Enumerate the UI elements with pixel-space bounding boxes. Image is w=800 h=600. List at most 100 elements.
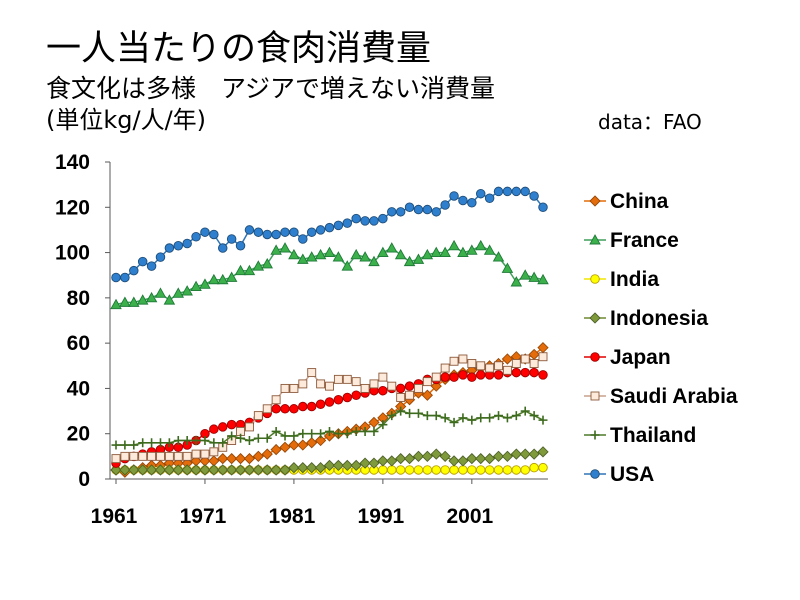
y-axis-unit-label: (単位kg/人/年) [46, 106, 207, 134]
x-tick-label: 1991 [358, 505, 405, 528]
data-point-china [226, 452, 238, 465]
data-point-india [511, 465, 522, 475]
data-point-japan [271, 404, 281, 414]
data-point-usa [280, 227, 290, 237]
data-point-thailand [271, 426, 281, 436]
data-point-indonesia [448, 455, 460, 467]
data-point-indonesia [297, 462, 309, 474]
data-point-indonesia [421, 450, 433, 462]
data-point-saudi-arabia [244, 422, 254, 432]
data-point-indonesia [314, 462, 327, 474]
data-point-indonesia [288, 462, 300, 474]
data-point-indonesia [483, 452, 496, 465]
data-point-saudi-arabia [120, 451, 130, 461]
data-point-india [458, 465, 468, 475]
data-point-saudi-arabia [316, 379, 326, 389]
data-point-india [538, 462, 548, 473]
data-point-france [190, 280, 202, 291]
data-point-usa [324, 222, 335, 233]
data-point-indonesia [163, 464, 176, 476]
data-point-saudi-arabia [422, 377, 432, 387]
legend-item-india: India [584, 268, 659, 291]
legend-item-japan: Japan [584, 346, 671, 369]
data-point-japan [333, 395, 344, 405]
data-point-thailand [351, 426, 361, 436]
data-point-china [288, 439, 300, 451]
y-tick-label: 80 [67, 287, 90, 310]
data-point-france [297, 253, 309, 264]
data-point-indonesia [368, 457, 380, 469]
data-point-thailand [476, 413, 486, 423]
data-point-france [136, 294, 149, 305]
data-point-thailand [200, 436, 210, 446]
series-line-usa [116, 190, 544, 279]
data-point-japan [511, 367, 522, 378]
data-point-usa [360, 216, 370, 226]
data-point-saudi-arabia [369, 379, 379, 389]
data-point-france [314, 248, 327, 260]
data-point-indonesia [208, 464, 220, 476]
data-point-indonesia [395, 452, 407, 465]
data-point-saudi-arabia [289, 383, 299, 393]
legend-item-china: China [584, 190, 669, 213]
x-tick-label: 1981 [269, 505, 316, 528]
data-point-usa [538, 202, 548, 213]
data-point-japan [404, 381, 415, 391]
data-point-france [483, 244, 496, 255]
data-point-usa [271, 229, 281, 240]
data-point-france [154, 287, 167, 298]
data-point-india [387, 465, 397, 475]
data-point-usa [493, 186, 504, 197]
data-point-china [261, 448, 273, 460]
data-point-usa [333, 220, 344, 231]
data-point-indonesia [217, 464, 229, 476]
data-point-japan [395, 383, 406, 394]
data-point-usa [467, 198, 477, 208]
data-point-indonesia [172, 464, 184, 476]
data-point-saudi-arabia [298, 379, 308, 389]
data-point-japan [289, 404, 299, 414]
data-point-india [440, 465, 450, 475]
data-point-france [368, 255, 380, 267]
legend-item-thailand: Thailand [584, 424, 696, 447]
data-point-france [110, 298, 122, 310]
data-point-france [199, 278, 211, 289]
data-point-saudi-arabia [387, 381, 397, 391]
data-point-france [492, 251, 505, 262]
data-point-france [119, 296, 131, 307]
data-point-saudi-arabia [351, 377, 361, 387]
data-point-thailand [467, 415, 477, 425]
data-point-saudi-arabia [262, 404, 272, 414]
data-point-france [412, 253, 425, 264]
data-point-france [519, 269, 531, 280]
data-point-usa [111, 272, 121, 283]
data-point-saudi-arabia [502, 365, 512, 375]
data-point-indonesia [190, 464, 202, 476]
x-axis: 1961 1971 1981 1991 2001 [91, 478, 548, 528]
data-point-china [279, 441, 291, 453]
data-point-france [439, 246, 451, 258]
data-point-thailand [449, 417, 459, 427]
data-point-thailand [111, 440, 121, 450]
data-point-usa [413, 204, 424, 215]
y-tick-label: 20 [67, 423, 90, 446]
data-point-indonesia [350, 459, 362, 472]
data-point-japan [378, 385, 388, 396]
data-point-saudi-arabia [111, 454, 121, 464]
data-point-indonesia [510, 448, 522, 460]
data-point-india [413, 465, 424, 475]
legend-marker-usa [590, 469, 600, 479]
data-point-china [421, 389, 433, 401]
data-point-indonesia [145, 464, 158, 476]
data-point-france [225, 271, 238, 282]
data-point-saudi-arabia [405, 390, 415, 400]
data-point-france [305, 251, 318, 262]
data-point-indonesia [332, 459, 345, 472]
data-point-india [475, 465, 486, 475]
data-point-france [528, 271, 540, 282]
legend-label-thailand: Thailand [610, 424, 696, 447]
data-point-indonesia [377, 455, 389, 467]
data-point-thailand [227, 431, 237, 441]
